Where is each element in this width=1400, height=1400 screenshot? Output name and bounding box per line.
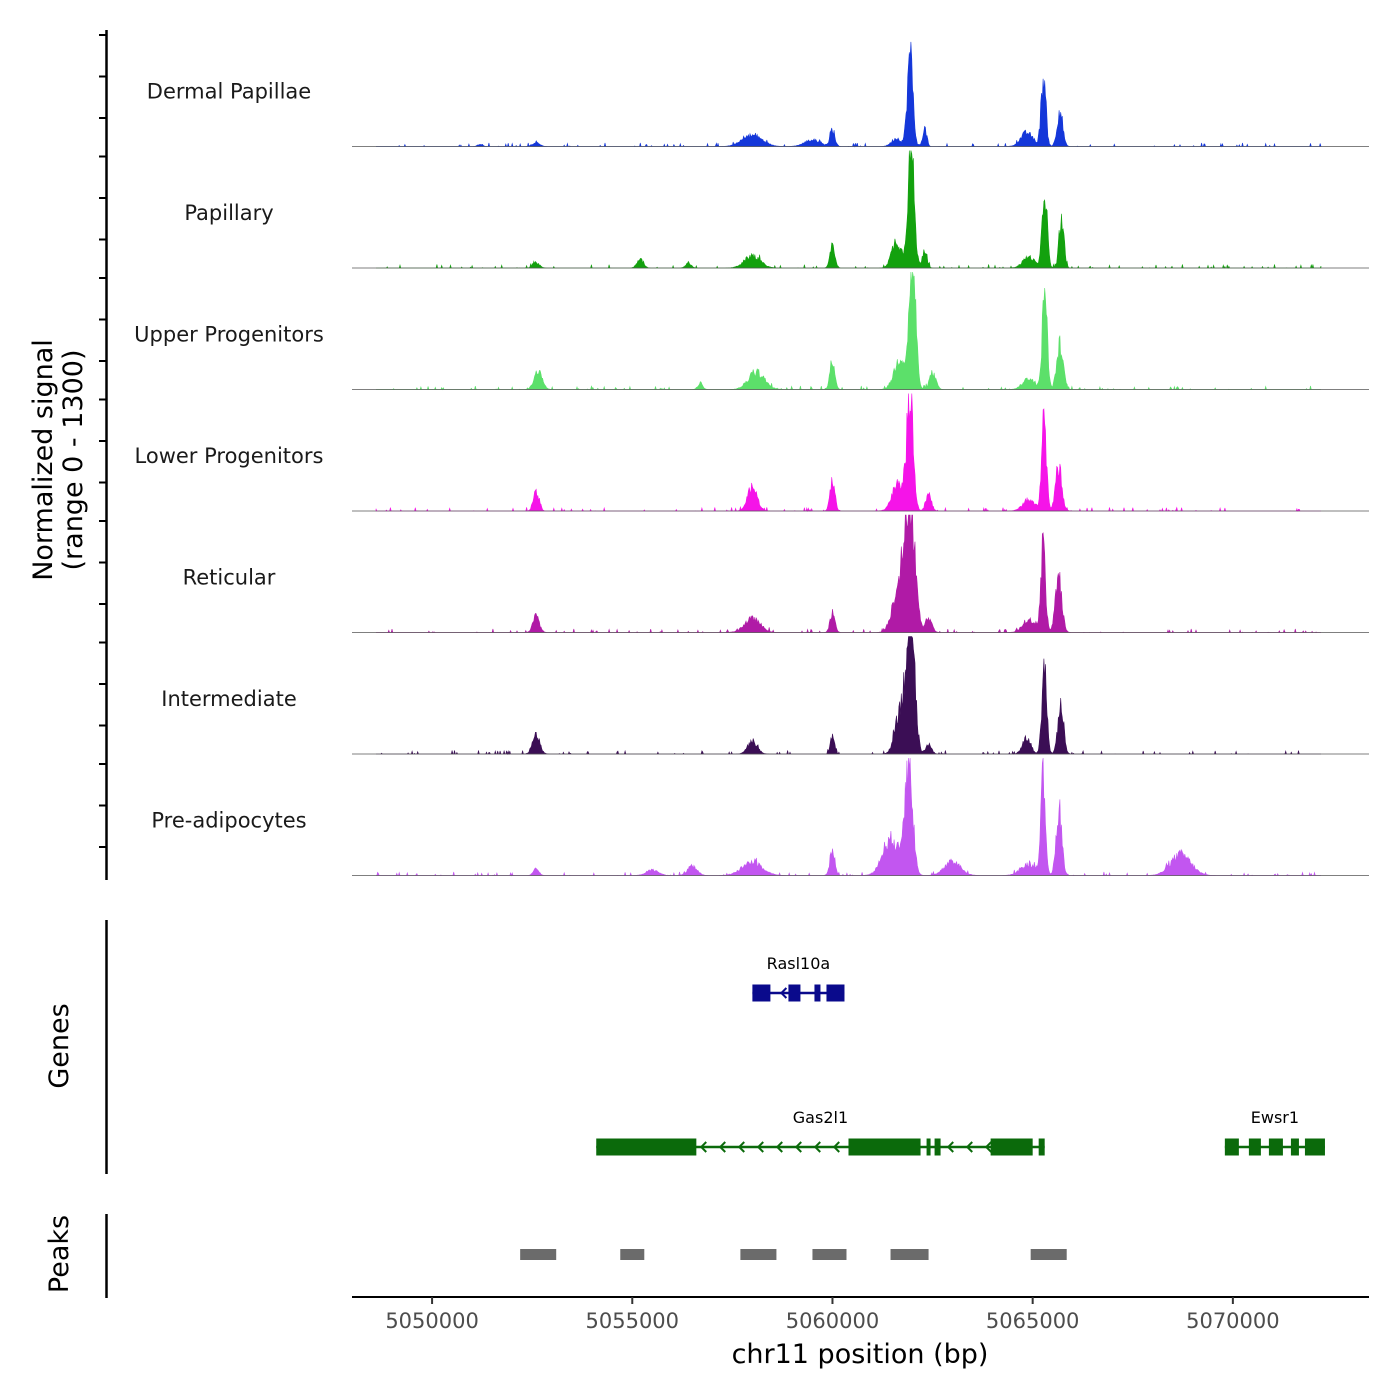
strand-arrow	[794, 1141, 802, 1153]
gene-exon	[1038, 1138, 1045, 1156]
track-signal-area	[376, 150, 1322, 269]
x-tick-label: 5060000	[786, 1309, 880, 1333]
gene-exon	[826, 984, 845, 1002]
gene-exon	[1268, 1138, 1283, 1156]
gene-exon	[990, 1138, 1033, 1156]
gene-label: Ewsr1	[1251, 1108, 1299, 1127]
gene-exon	[1224, 1138, 1239, 1156]
y-axis-ticks	[99, 34, 106, 848]
strand-arrow	[813, 1141, 821, 1153]
strand-arrow	[832, 1141, 840, 1153]
coverage-tracks: Dermal Papillae Papillary Upper Progenitor…	[134, 41, 1369, 877]
track-lower-progenitors: Lower Progenitors	[135, 393, 1369, 513]
peak-region	[520, 1249, 557, 1260]
track-reticular: Reticular	[183, 514, 1369, 634]
y-axis-title-line2: (range 0 - 1300)	[58, 350, 89, 571]
strand-arrow	[737, 1141, 745, 1153]
strand-arrow	[775, 1141, 783, 1153]
gene-exon	[752, 984, 771, 1002]
peak-region	[740, 1249, 777, 1260]
strand-arrow	[699, 1141, 707, 1153]
gene-exon	[1304, 1138, 1325, 1156]
y-axis-title-line1: Normalized signal	[28, 339, 59, 581]
track-signal-area	[376, 41, 1322, 148]
track-label: Intermediate	[161, 687, 297, 711]
track-upper-progenitors: Upper Progenitors	[134, 271, 1369, 391]
strand-arrow	[756, 1141, 764, 1153]
peak-region	[620, 1249, 645, 1260]
peak-region	[890, 1249, 929, 1260]
strand-arrow	[718, 1141, 726, 1153]
track-signal-area	[376, 514, 1321, 634]
x-axis-ticks: 5050000 5055000 5060000 5065000 5070000	[385, 1297, 1280, 1333]
x-tick-label: 5070000	[1186, 1309, 1280, 1333]
gene-ewsr1: Ewsr1	[1224, 1108, 1325, 1156]
gene-exon	[926, 1138, 931, 1156]
strand-arrow	[984, 1141, 992, 1153]
track-label: Dermal Papillae	[147, 80, 311, 104]
gene-exon	[1290, 1138, 1299, 1156]
gene-exon	[814, 984, 821, 1002]
x-tick-label: 5065000	[986, 1309, 1080, 1333]
gene-exon	[934, 1138, 941, 1156]
peaks-panel-label: Peaks	[44, 1215, 75, 1293]
gene-exon	[1248, 1138, 1261, 1156]
track-dermal-papillae: Dermal Papillae	[147, 41, 1369, 148]
x-tick-label: 5050000	[385, 1309, 479, 1333]
x-axis-title: chr11 position (bp)	[732, 1339, 989, 1370]
gene-label: Rasl10a	[767, 954, 831, 973]
x-tick-label: 5055000	[586, 1309, 680, 1333]
track-label: Lower Progenitors	[135, 444, 324, 468]
track-label: Papillary	[184, 201, 273, 225]
gene-gas2l1: Gas2l1	[596, 1108, 1045, 1156]
track-pre-adipocytes: Pre-adipocytes	[151, 757, 1369, 877]
gene-annotations: Rasl10a Gas2l1 Ewsr1	[596, 954, 1325, 1156]
gene-exon	[596, 1138, 697, 1156]
gene-label: Gas2l1	[793, 1108, 848, 1127]
gene-exon	[848, 1138, 921, 1156]
gene-rasl10a: Rasl10a	[752, 954, 845, 1002]
track-signal-area	[376, 636, 1321, 756]
track-label: Pre-adipocytes	[151, 809, 306, 833]
track-signal-area	[375, 393, 1321, 513]
strand-arrow	[965, 1141, 973, 1153]
track-label: Reticular	[183, 566, 276, 590]
peak-region	[1030, 1249, 1067, 1260]
track-label: Upper Progenitors	[134, 323, 324, 347]
track-intermediate: Intermediate	[161, 636, 1369, 756]
strand-arrow	[946, 1141, 954, 1153]
gene-exon	[788, 984, 801, 1002]
track-papillary: Papillary	[184, 150, 1369, 269]
genes-panel-label: Genes	[44, 1003, 75, 1088]
peak-regions	[520, 1249, 1067, 1260]
strand-arrow	[779, 987, 788, 999]
track-signal-area	[376, 757, 1321, 877]
peak-region	[812, 1249, 847, 1260]
track-signal-area	[376, 271, 1321, 391]
